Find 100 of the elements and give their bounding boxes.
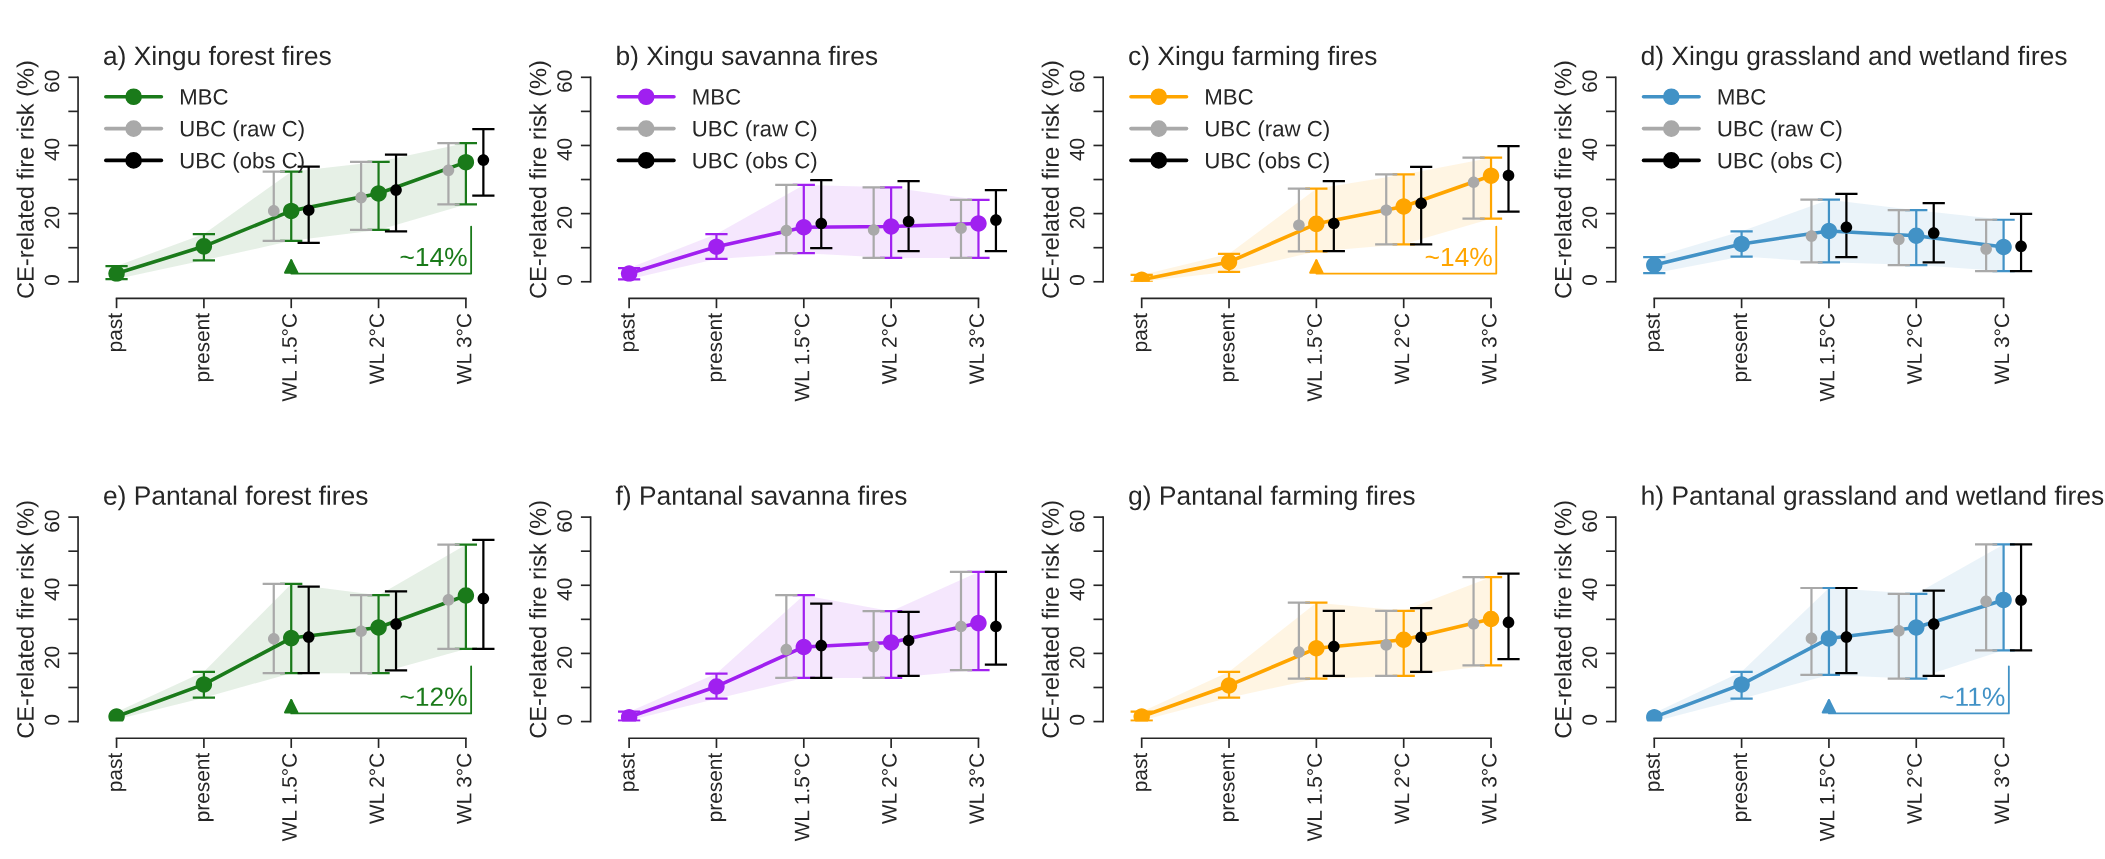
y-tick-label: 60	[44, 510, 60, 532]
y-tick-label: 60	[1582, 510, 1598, 532]
x-tick-label: WL 2°C	[369, 313, 385, 385]
y-tick-label: 0	[44, 275, 60, 285]
y-tick-label: 60	[1582, 70, 1598, 92]
y-tick-label: 20	[1069, 646, 1085, 668]
x-tick-label: past	[1646, 313, 1664, 352]
x-tick-label: WL 1.5°C	[1307, 313, 1322, 402]
x-tick-label: WL 1.5°C	[1819, 313, 1835, 402]
chart-title: g) Pantanal farming fires	[1129, 485, 1415, 511]
y-tick-label: 60	[1069, 510, 1085, 532]
y-axis-title: CE-related fire risk (%)	[529, 61, 552, 298]
x-tick-label: WL 3°C	[1994, 753, 2010, 824]
x-tick-label: WL 2°C	[881, 313, 897, 385]
y-tick-label: 20	[44, 206, 60, 229]
y-tick-label: 0	[44, 714, 60, 725]
y-tick-label: 0	[557, 275, 572, 285]
y-tick-label: 0	[1069, 714, 1085, 725]
x-tick-label: past	[108, 313, 127, 352]
legend-label: UBC (raw C)	[693, 120, 817, 141]
y-tick-label: 40	[1069, 578, 1085, 601]
x-tick-label: WL 3°C	[456, 753, 472, 824]
x-tick-label: WL 2°C	[1394, 753, 1410, 824]
y-tick-label: 60	[557, 510, 572, 532]
y-tick-label: 60	[557, 70, 572, 92]
y-axis-title: CE-related fire risk (%)	[16, 501, 39, 738]
x-tick-label: past	[1133, 313, 1152, 352]
x-tick-label: WL 2°C	[1394, 313, 1410, 385]
x-tick-label: WL 2°C	[1907, 753, 1922, 824]
x-tick-label: WL 1.5°C	[1819, 753, 1835, 842]
y-tick-label: 0	[1582, 275, 1598, 285]
x-tick-label: WL 1.5°C	[282, 313, 297, 402]
x-tick-label: WL 3°C	[1481, 313, 1497, 385]
y-tick-label: 40	[557, 138, 572, 161]
x-tick-label: present	[708, 313, 727, 382]
legend-label: UBC (obs C)	[180, 152, 304, 173]
legend-label: MBC	[693, 89, 741, 105]
legend-label: UBC (raw C)	[180, 120, 304, 141]
x-tick-label: WL 1.5°C	[1307, 753, 1322, 842]
chart-title: c) Xingu farming fires	[1129, 45, 1377, 71]
y-tick-label: 40	[1069, 138, 1085, 161]
x-tick-label: present	[1220, 752, 1239, 821]
chart-title: b) Xingu savanna fires	[617, 45, 878, 71]
x-tick-label: WL 1.5°C	[282, 753, 297, 842]
annotation: ~14%	[1425, 247, 1492, 267]
chart-title: d) Xingu grassland and wetland fires	[1641, 45, 2067, 71]
x-tick-label: present	[195, 313, 214, 382]
y-tick-label: 0	[1069, 275, 1085, 285]
chart-title: a) Xingu forest fires	[104, 45, 331, 71]
y-axis-title: CE-related fire risk (%)	[1041, 61, 1064, 298]
x-tick-label: WL 3°C	[1994, 313, 2010, 385]
x-tick-label: WL 3°C	[969, 753, 985, 824]
y-tick-label: 40	[1582, 138, 1598, 161]
x-tick-label: present	[1733, 313, 1752, 382]
legend-label: UBC (obs C)	[1206, 152, 1329, 173]
legend-label: UBC (raw C)	[1206, 120, 1329, 141]
y-axis-title: CE-related fire risk (%)	[1041, 501, 1064, 738]
x-tick-label: WL 3°C	[1481, 753, 1497, 824]
legend-label: MBC	[1718, 89, 1766, 105]
x-tick-label: present	[1220, 313, 1239, 382]
y-tick-label: 40	[44, 138, 60, 161]
x-tick-label: past	[108, 752, 127, 791]
y-tick-label: 40	[557, 578, 572, 601]
y-axis-title: CE-related fire risk (%)	[16, 61, 39, 298]
x-tick-label: WL 2°C	[1907, 313, 1922, 385]
x-tick-label: past	[621, 752, 639, 791]
y-tick-label: 20	[44, 646, 60, 668]
y-tick-label: 60	[44, 70, 60, 92]
chart-title: e) Pantanal forest fires	[104, 485, 368, 511]
x-tick-label: past	[621, 313, 639, 352]
y-axis-title: CE-related fire risk (%)	[1554, 501, 1577, 738]
y-axis-title: CE-related fire risk (%)	[529, 501, 552, 738]
annotation: ~11%	[1940, 687, 2005, 707]
x-tick-label: present	[1733, 752, 1752, 821]
x-tick-label: WL 3°C	[456, 313, 472, 385]
x-tick-label: present	[195, 752, 214, 821]
x-tick-label: WL 1.5°C	[794, 313, 810, 402]
y-tick-label: 20	[1069, 206, 1085, 229]
legend-label: MBC	[180, 89, 228, 105]
x-tick-label: WL 3°C	[969, 313, 985, 385]
x-tick-label: WL 2°C	[369, 753, 385, 824]
y-tick-label: 60	[1069, 70, 1085, 92]
x-tick-label: WL 2°C	[881, 753, 897, 824]
annotation: ~12%	[400, 687, 467, 707]
legend-label: UBC (raw C)	[1718, 120, 1842, 141]
y-axis-title: CE-related fire risk (%)	[1554, 61, 1577, 298]
chart-title: f) Pantanal savanna fires	[615, 485, 907, 511]
legend-label: UBC (obs C)	[693, 152, 817, 173]
x-tick-label: WL 1.5°C	[794, 753, 810, 842]
y-tick-label: 0	[557, 714, 572, 725]
legend-label: MBC	[1206, 89, 1253, 105]
x-tick-label: past	[1133, 752, 1152, 791]
y-tick-label: 40	[44, 578, 60, 601]
y-tick-label: 20	[557, 206, 572, 229]
legend-label: UBC (obs C)	[1718, 152, 1842, 173]
y-tick-label: 40	[1582, 578, 1598, 601]
y-tick-label: 20	[1582, 646, 1598, 668]
x-tick-label: past	[1646, 752, 1664, 791]
y-tick-label: 20	[1582, 206, 1598, 229]
y-tick-label: 0	[1582, 714, 1598, 725]
